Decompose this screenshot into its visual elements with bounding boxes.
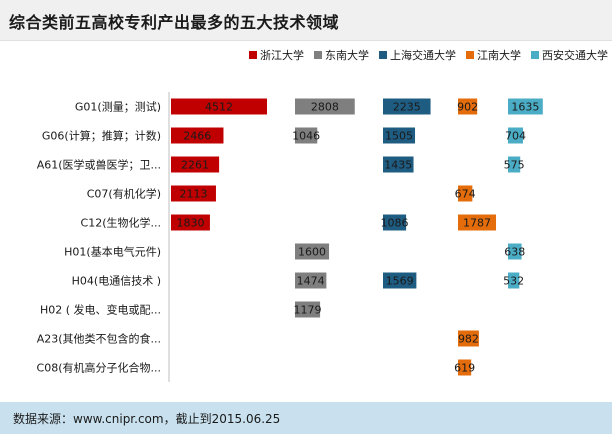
category-label-a23: A23(其他类不包含的食... — [37, 332, 161, 346]
value-label-s4-c12: 1787 — [463, 217, 491, 230]
value-label-s4-a23: 982 — [458, 333, 479, 346]
legend-item-5: 西安交通大学 — [531, 48, 608, 62]
category-label-c12: C12(生物化学... — [81, 216, 161, 230]
category-label-g01: G01(测量；测试) — [75, 101, 161, 114]
value-label-s3-g01: 2235 — [393, 101, 421, 114]
legend-item-1: 浙江大学 — [249, 48, 304, 62]
legend-item-3: 上海交通大学 — [379, 48, 456, 62]
value-label-s2-g06: 1046 — [292, 130, 320, 143]
value-label-s1-a61: 2261 — [181, 159, 209, 172]
value-label-s2-h01: 1600 — [298, 246, 326, 259]
value-label-s3-a61: 1435 — [384, 159, 412, 172]
value-label-s5-g06: 704 — [505, 130, 526, 143]
legend-label: 西安交通大学 — [542, 48, 608, 62]
legend-label: 江南大学 — [477, 48, 521, 62]
value-label-s4-c08: 619 — [454, 362, 475, 375]
chart-title: 综合类前五高校专利产出最多的五大技术领域 — [9, 9, 339, 33]
bars: 4512 2466 2261 2113 1830 2808 1046 1600 1474 1179… — [171, 99, 543, 376]
value-label-s1-c07: 2113 — [179, 188, 207, 201]
bar-chart: 浙江大学 东南大学 上海交通大学 江南大学 西安交通大学 G01(测量；测试) G06(计… — [0, 40, 612, 402]
value-label-s2-h04: 1474 — [297, 275, 325, 288]
category-label-h01: H01(基本电气元件) — [64, 245, 161, 259]
category-label-c08: C08(有机高分子化合物... — [37, 361, 161, 375]
value-label-s3-c12: 1086 — [381, 217, 409, 230]
legend-label: 浙江大学 — [260, 48, 304, 62]
category-label-h02: H02 ( 发电、变电或配... — [40, 303, 161, 317]
value-label-s5-g01: 1635 — [511, 101, 539, 114]
category-label-h04: H04(电通信技术 ) — [72, 275, 161, 288]
value-label-s2-g01: 2808 — [311, 101, 339, 114]
value-label-s4-c07: 674 — [455, 188, 476, 201]
value-label-s3-g06: 1505 — [385, 130, 413, 143]
value-label-s3-h04: 1569 — [386, 275, 414, 288]
legend-swatch — [249, 51, 257, 59]
source-bar: 数据来源：www.cnipr.com，截止到2015.06.25 — [0, 402, 612, 434]
value-label-s4-g01: 902 — [457, 101, 478, 114]
value-label-s5-h01: 638 — [504, 246, 525, 259]
legend-item-2: 东南大学 — [314, 48, 369, 62]
legend-swatch — [531, 51, 539, 59]
chart-title-bar: 综合类前五高校专利产出最多的五大技术领域 — [0, 0, 612, 41]
legend-label: 上海交通大学 — [390, 48, 456, 62]
value-label-s1-g06: 2466 — [183, 130, 211, 143]
value-label-s1-g01: 4512 — [205, 101, 233, 114]
legend-swatch — [466, 51, 474, 59]
legend: 浙江大学 东南大学 上海交通大学 江南大学 西安交通大学 — [249, 48, 608, 62]
category-label-a61: A61(医学或兽医学；卫... — [37, 158, 161, 172]
category-label-g06: G06(计算；推算；计数) — [42, 129, 161, 143]
source-note: 数据来源：www.cnipr.com，截止到2015.06.25 — [13, 410, 280, 427]
legend-label: 东南大学 — [325, 48, 369, 62]
category-label-c07: C07(有机化学) — [87, 187, 161, 201]
category-labels: G01(测量；测试) G06(计算；推算；计数) A61(医学或兽医学；卫... C0… — [37, 101, 161, 375]
value-label-s5-h04: 532 — [503, 275, 524, 288]
value-label-s1-c12: 1830 — [176, 217, 204, 230]
legend-item-4: 江南大学 — [466, 48, 521, 62]
legend-swatch — [314, 51, 322, 59]
value-label-s5-a61: 575 — [504, 159, 525, 172]
value-label-s2-h02: 1179 — [294, 304, 322, 317]
legend-swatch — [379, 51, 387, 59]
